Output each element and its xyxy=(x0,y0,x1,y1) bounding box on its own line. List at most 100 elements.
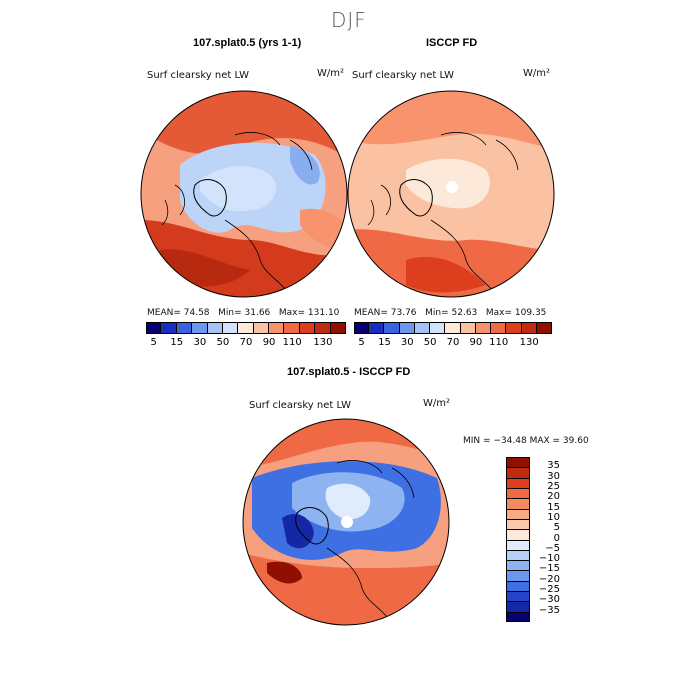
diff-map-border xyxy=(242,418,450,626)
diff-colorbar-swatch xyxy=(506,580,530,592)
left-map-pale-core xyxy=(200,165,277,212)
colorbar-swatch xyxy=(521,322,537,334)
right-max-label: Max= xyxy=(485,308,513,318)
colorbar-frame xyxy=(354,322,552,334)
colorbar-swatch xyxy=(475,322,492,334)
diff-colorbar-swatch xyxy=(506,601,530,612)
right-panel-heading: ISCCP FD xyxy=(426,37,478,49)
right-map-pole-hole xyxy=(446,181,458,193)
right-field-label: Surf clearsky net LW xyxy=(352,70,455,81)
diff-colorbar-tick-label: −35 xyxy=(538,604,560,616)
right-map-border xyxy=(347,90,555,298)
colorbar-swatch xyxy=(460,322,476,334)
diff-map-coast-europe xyxy=(326,547,393,624)
right-min-label: Min= xyxy=(425,308,449,318)
diff-colorbar-swatch xyxy=(506,508,530,519)
right-map-hot-south xyxy=(406,256,486,293)
colorbar-tick-label: 30 xyxy=(193,337,207,348)
colorbar-swatch xyxy=(253,322,270,334)
colorbar-swatch xyxy=(369,322,385,334)
colorbar-tick-label: 110 xyxy=(282,337,302,348)
left-colorbar-labels: 5 15 30 50 70 90 110 130 xyxy=(146,337,346,351)
colorbar-swatch xyxy=(354,322,370,334)
diff-minmax: MIN = −34.48 MAX = 39.60 xyxy=(463,436,589,446)
left-map-border xyxy=(140,90,348,298)
diff-colorbar-tick-label: −10 xyxy=(538,553,560,565)
left-max-label: Max= xyxy=(278,308,306,318)
colorbar-tick-label: 90 xyxy=(262,337,276,348)
right-map-coast-europe xyxy=(430,219,497,296)
colorbar-swatch xyxy=(399,322,415,334)
diff-colorbar-swatch xyxy=(506,611,530,622)
right-stats: MEAN= 73.76 Min= 52.63 Max= 109.35 xyxy=(354,308,546,318)
diff-colorbar-swatch xyxy=(506,539,530,550)
left-min-value: 31.66 xyxy=(244,308,271,318)
colorbar-swatch xyxy=(491,322,507,334)
diff-map-pole-hole xyxy=(341,516,353,528)
diff-colorbar-tick-label: 25 xyxy=(547,480,560,492)
diff-colorbar-labels: 35 30 25 20 15 10 5 0 −5 −10 −15 −20 −25 −30 −35 xyxy=(532,457,572,632)
left-map-coast-siberia xyxy=(234,132,313,171)
diff-panel-heading: 107.splat0.5 - ISCCP FD xyxy=(287,366,411,378)
colorbar-swatch xyxy=(161,322,177,334)
left-map-coast-greenland xyxy=(193,179,227,217)
diff-field-label: Surf clearsky net LW xyxy=(249,400,352,411)
left-colorbar xyxy=(146,322,346,334)
colorbar-tick-label: 50 xyxy=(216,337,230,348)
diff-colorbar-tick-label: 20 xyxy=(547,491,560,503)
diff-colorbar-tick-label: −20 xyxy=(538,573,560,585)
diff-polar-map xyxy=(242,418,450,626)
diff-map-pale-core xyxy=(325,483,371,520)
left-mean-label: MEAN= xyxy=(147,308,181,318)
left-mean-value: 74.58 xyxy=(183,308,210,318)
right-max-value: 109.35 xyxy=(514,308,547,318)
colorbar-frame xyxy=(146,322,346,334)
colorbar-tick-label: 30 xyxy=(400,337,414,348)
diff-colorbar-tick-label: −30 xyxy=(538,594,560,606)
right-map-coast-greenland xyxy=(399,179,433,217)
colorbar-tick-label: 110 xyxy=(489,337,509,348)
colorbar-tick-label: 15 xyxy=(378,337,391,348)
diff-colorbar-swatch xyxy=(506,549,530,561)
colorbar-swatch xyxy=(146,322,162,334)
left-field-label: Surf clearsky net LW xyxy=(147,70,250,81)
diff-colorbar-tick-label: 10 xyxy=(547,511,560,523)
diff-map-deep-blue xyxy=(282,513,314,549)
colorbar-tick-label: 70 xyxy=(239,337,253,348)
left-map-warm-north xyxy=(141,91,347,160)
colorbar-swatch xyxy=(176,322,193,334)
figure-title: DJF xyxy=(331,8,367,32)
diff-colorbar-tick-label: 5 xyxy=(553,522,560,534)
colorbar-tick-label: 5 xyxy=(150,337,157,348)
colorbar-swatch xyxy=(430,322,446,334)
right-mean-value: 73.76 xyxy=(390,308,417,318)
right-polar-map xyxy=(347,90,555,298)
right-units-label: W/m² xyxy=(523,68,551,79)
colorbar-swatch xyxy=(238,322,254,334)
colorbar-swatch xyxy=(299,322,316,334)
diff-colorbar-tick-label: −25 xyxy=(538,584,560,596)
diff-colorbar-swatch xyxy=(506,560,530,571)
left-map-coast-canada xyxy=(161,184,185,226)
colorbar-tick-label: 70 xyxy=(446,337,460,348)
diff-colorbar-swatch xyxy=(506,498,530,509)
left-map-blue-patch xyxy=(290,145,320,185)
left-units-label: W/m² xyxy=(317,68,345,79)
diff-colorbar-tick-label: −5 xyxy=(545,542,560,554)
diff-colorbar-swatch xyxy=(506,570,530,581)
colorbar-tick-label: 90 xyxy=(469,337,483,348)
diff-colorbar-tick-label: 15 xyxy=(547,501,560,513)
colorbar-swatch xyxy=(222,322,239,334)
diff-colorbar-swatch xyxy=(506,487,530,499)
diff-colorbar-swatch xyxy=(506,591,530,602)
diff-colorbar-tick-label: −15 xyxy=(538,563,560,575)
colorbar-tick-label: 15 xyxy=(170,337,184,348)
right-colorbar-labels: 5 15 30 50 70 90 110 130 xyxy=(354,337,552,351)
colorbar-tick-label: 130 xyxy=(519,337,539,348)
colorbar-swatch xyxy=(414,322,431,334)
left-stats: MEAN= 74.58 Min= 31.66 Max= 131.10 xyxy=(147,308,339,318)
diff-colorbar-tick-label: 0 xyxy=(553,532,560,544)
right-mean-label: MEAN= xyxy=(354,308,388,318)
diff-map-hot-patch xyxy=(267,561,302,584)
diff-colorbar-swatch xyxy=(506,467,530,478)
